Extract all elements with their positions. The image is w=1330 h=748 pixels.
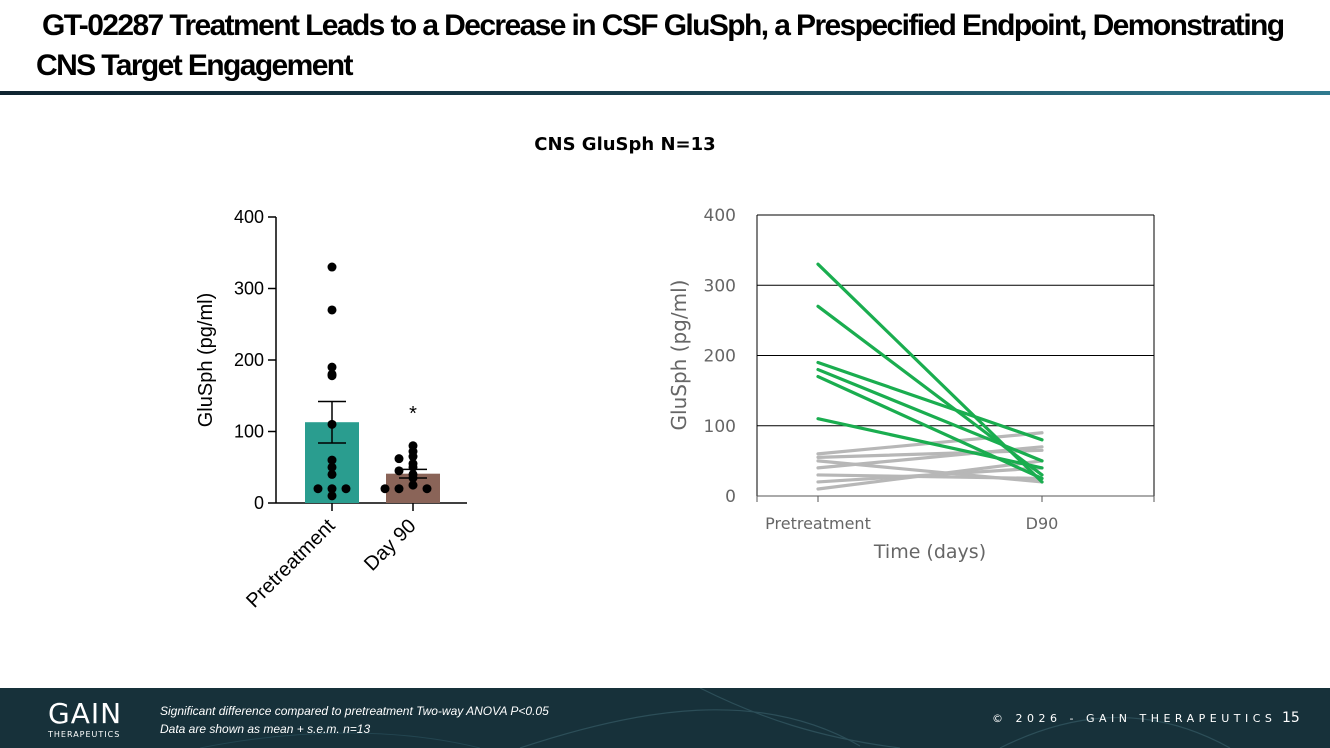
data-point-1 — [408, 473, 418, 483]
subject-line-decrease — [816, 367, 1044, 463]
data-point-1 — [394, 466, 404, 476]
bar-y-tick-label: 300 — [234, 279, 264, 299]
data-point-1 — [394, 484, 404, 494]
line-x-tick-label: Pretreatment — [765, 514, 871, 533]
data-point-0 — [327, 484, 337, 494]
logo-subtitle: THERAPEUTICS — [48, 730, 121, 739]
footnote-significance: Significant difference compared to pretr… — [160, 704, 549, 718]
footnote-data-format: Data are shown as mean + s.e.m. n=13 — [160, 722, 371, 736]
line-y-tick-label: 100 — [704, 417, 736, 437]
line-y-axis-label: GluSph (pg/ml) — [667, 280, 691, 431]
data-point-0 — [327, 371, 337, 381]
data-point-0 — [327, 469, 337, 479]
slide-title-line2: CNS Target Engagement — [36, 49, 354, 82]
line-x-tick-label: D90 — [1026, 514, 1059, 533]
data-point-0 — [327, 262, 337, 272]
footnotes: Significant difference compared to pretr… — [160, 702, 549, 738]
bar-y-tick-label: 0 — [254, 493, 264, 513]
subject-line-decrease — [816, 374, 1044, 481]
line-y-tick-label: 0 — [725, 487, 736, 507]
subject-line-other — [816, 459, 1044, 491]
data-point-0 — [327, 305, 337, 315]
page-number: 15 — [1282, 710, 1300, 726]
subject-line-decrease — [816, 360, 1044, 442]
data-point-0 — [313, 484, 323, 494]
copyright-text: © 2026 - GAIN THERAPEUTICS — [992, 712, 1277, 725]
line-y-tick-label: 200 — [704, 347, 736, 367]
slide-title: GT-02287 Treatment Leads to a Decrease i… — [36, 6, 1306, 86]
company-logo: GAIN THERAPEUTICS — [48, 697, 123, 740]
bar-y-tick-label: 400 — [234, 207, 264, 227]
subject-line-decrease — [816, 417, 1044, 470]
data-point-0 — [327, 462, 337, 472]
data-point-1 — [408, 480, 418, 490]
footer: GAIN THERAPEUTICS Significant difference… — [0, 688, 1330, 748]
bar-y-tick-label: 200 — [234, 350, 264, 370]
footer-wave-decoration — [199, 688, 1231, 748]
subject-line-other — [816, 473, 1044, 481]
line-x-axis-label: Time (days) — [873, 541, 986, 563]
data-point-0 — [327, 455, 337, 465]
data-point-1 — [422, 484, 432, 494]
data-point-1 — [408, 452, 418, 462]
line-y-tick-label: 300 — [704, 276, 736, 296]
data-point-1 — [380, 484, 390, 494]
data-point-1 — [408, 462, 418, 472]
line-chart: 0 100 200 300 400 Pretreatment D90 Time (days) G… — [667, 206, 1155, 563]
line-y-tick-label: 400 — [704, 206, 736, 226]
data-point-0 — [327, 419, 337, 429]
slide-title-line1: GT-02287 Treatment Leads to a Decrease i… — [42, 9, 1285, 42]
chart-title: CNS GluSph N=13 — [534, 134, 716, 155]
logo-name: GAIN — [48, 697, 123, 730]
title-divider — [0, 91, 1330, 95]
data-point-1 — [394, 454, 404, 464]
significance-marker: * — [409, 403, 417, 425]
bar-y-tick-label: 100 — [234, 422, 264, 442]
bar-y-axis-label: GluSph (pg/ml) — [195, 293, 217, 428]
data-point-0 — [341, 484, 351, 494]
subject-line-other — [816, 445, 1044, 470]
data-point-0 — [327, 362, 337, 372]
data-point-0 — [327, 491, 337, 501]
